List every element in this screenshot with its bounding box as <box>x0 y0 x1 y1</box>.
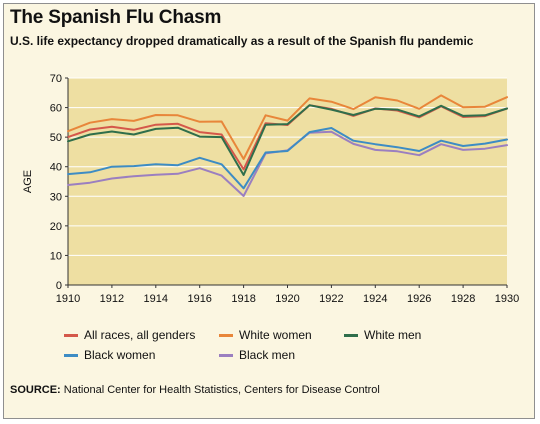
legend-label-white-men: White men <box>364 328 422 342</box>
x-tick-label-1910: 1910 <box>56 293 80 305</box>
legend-item-black-men: Black men <box>219 348 295 362</box>
legend-label-black-men: Black men <box>239 348 296 362</box>
legend-label-black-women: Black women <box>84 348 156 362</box>
chart-subtitle: U.S. life expectancy dropped dramaticall… <box>10 34 474 48</box>
source-label: SOURCE: <box>10 384 61 396</box>
legend-label-all-races-all-genders: All races, all genders <box>84 328 196 342</box>
source-note: SOURCE: National Center for Health Stati… <box>10 384 380 396</box>
x-tick-label-1914: 1914 <box>144 293 168 305</box>
x-tick-label-1928: 1928 <box>451 293 475 305</box>
x-tick-label-1924: 1924 <box>363 293 387 305</box>
series-line-white-men <box>67 104 508 176</box>
y-tick-label-40: 40 <box>50 162 62 174</box>
y-tick-label-10: 10 <box>50 250 62 262</box>
y-tick-label-70: 70 <box>50 73 62 85</box>
x-tick-label-1922: 1922 <box>319 293 343 305</box>
legend-item-all-races-all-genders: All races, all genders <box>64 328 195 342</box>
y-axis-title: AGE <box>22 170 34 193</box>
legend-item-white-men: White men <box>344 328 421 342</box>
legend-swatch-all-races-all-genders <box>64 333 78 337</box>
legend-item-white-women: White women <box>219 328 312 342</box>
chart-title: The Spanish Flu Chasm <box>10 7 222 28</box>
legend-swatch-white-men <box>344 333 358 337</box>
y-tick-labels: 0 10 20 30 40 50 60 70 <box>50 73 68 292</box>
legend-swatch-black-women <box>64 353 78 357</box>
x-tick-label-1930: 1930 <box>495 293 519 305</box>
x-tick-label-1916: 1916 <box>187 293 211 305</box>
plot-area <box>68 78 507 285</box>
gridlines <box>68 77 507 256</box>
y-tick-label-60: 60 <box>50 103 62 115</box>
x-tick-label-1918: 1918 <box>231 293 255 305</box>
series-line-white-women <box>67 94 508 160</box>
x-tick-labels: 1910 1912 1914 1916 1918 1920 1922 1924 1926 1928… <box>56 285 519 305</box>
legend-swatch-white-women <box>219 333 233 337</box>
plot-background <box>68 78 507 285</box>
series-line-black-women <box>67 127 508 190</box>
y-tick-label-20: 20 <box>50 221 62 233</box>
legend-label-white-women: White women <box>239 328 312 342</box>
legend-swatch-black-men <box>219 353 233 357</box>
y-tick-label-30: 30 <box>50 191 62 203</box>
x-tick-label-1920: 1920 <box>275 293 299 305</box>
series-lines <box>67 94 508 197</box>
legend-item-black-women: Black women <box>64 348 155 362</box>
y-tick-label-0: 0 <box>56 280 62 292</box>
x-tick-label-1926: 1926 <box>407 293 431 305</box>
y-tick-label-50: 50 <box>50 132 62 144</box>
source-text: National Center for Health Statistics, C… <box>60 384 380 396</box>
x-tick-label-1912: 1912 <box>100 293 124 305</box>
